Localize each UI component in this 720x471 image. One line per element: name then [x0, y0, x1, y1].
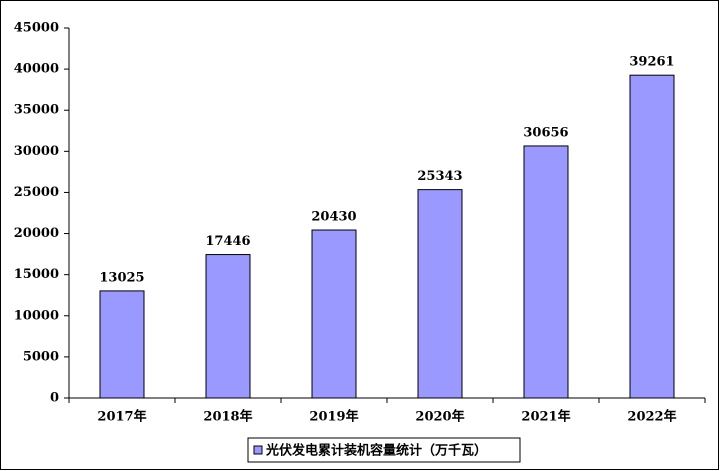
bar — [99, 290, 145, 399]
data-label: 20430 — [311, 210, 356, 225]
x-tick-label: 2021年 — [521, 409, 570, 425]
y-tick-label: 5000 — [23, 349, 59, 364]
bar — [523, 145, 569, 399]
x-tick-label: 2022年 — [627, 409, 676, 425]
x-tick-label: 2017年 — [97, 409, 146, 425]
legend-label: 光伏发电累计装机容量统计（万千瓦） — [265, 443, 487, 459]
y-tick-label: 30000 — [14, 144, 59, 159]
y-tick-label: 35000 — [14, 103, 59, 118]
data-label: 25343 — [417, 169, 462, 184]
bar — [311, 229, 357, 399]
data-label: 39261 — [629, 55, 674, 70]
x-tick-label: 2019年 — [309, 409, 358, 425]
bar — [417, 189, 463, 399]
x-tick-label: 2018年 — [203, 409, 252, 425]
bar — [205, 254, 251, 399]
x-tick-label: 2020年 — [415, 409, 464, 425]
data-label: 17446 — [205, 234, 250, 249]
data-label: 30656 — [523, 125, 568, 140]
data-label: 13025 — [99, 270, 144, 285]
bar — [629, 74, 675, 399]
y-tick-label: 40000 — [14, 62, 59, 77]
y-tick-label: 0 — [50, 391, 59, 406]
legend-swatch — [253, 445, 263, 455]
y-tick-label: 10000 — [14, 308, 59, 323]
y-tick-label: 25000 — [14, 185, 59, 200]
y-tick-label: 45000 — [14, 21, 59, 36]
y-tick-label: 20000 — [14, 226, 59, 241]
y-tick-label: 15000 — [14, 267, 59, 282]
legend-box — [247, 437, 521, 463]
